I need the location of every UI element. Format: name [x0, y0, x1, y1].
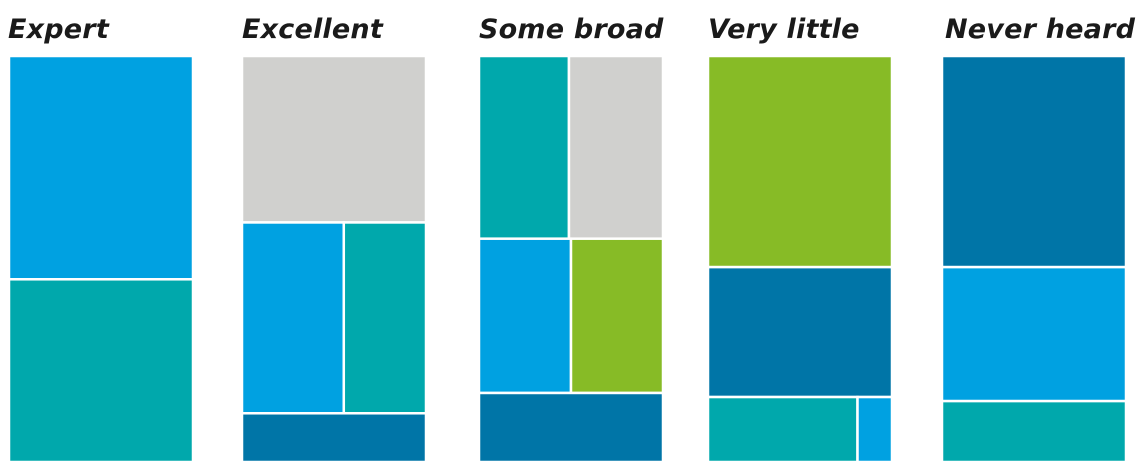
treemap-tile-5-1 [940, 54, 1128, 269]
treemap-tile-4-1 [706, 54, 894, 269]
treemap-tile-4-2 [706, 265, 894, 399]
treemap-tile-1-1 [7, 54, 195, 281]
treemap-tile-1-2 [7, 278, 195, 462]
panel-title-some-broad: Some broad [479, 14, 664, 45]
treemap-tile-2-1 [240, 54, 428, 224]
treemap-tile-4-3 [706, 395, 859, 462]
panel-title-never-heard: Never heard [945, 14, 1136, 45]
treemap-tile-3-4 [569, 237, 665, 395]
treemap-tile-4-4 [856, 395, 894, 462]
treemap-tile-5-2 [940, 265, 1128, 403]
treemap-tiles [7, 54, 1128, 462]
panel-title-very-little: Very little [708, 14, 860, 45]
treemap-tile-2-4 [240, 412, 428, 462]
treemap-tile-2-3 [342, 221, 428, 415]
panel-title-expert: Expert [8, 14, 110, 45]
treemap-tile-3-1 [477, 54, 571, 240]
panel-title-excellent: Excellent [242, 14, 384, 45]
treemap-tile-3-2 [567, 54, 665, 240]
treemap-tile-5-3 [940, 399, 1128, 462]
treemap-tile-3-5 [477, 391, 665, 462]
treemap-tile-3-3 [477, 237, 573, 395]
treemap-tile-2-2 [240, 221, 346, 415]
